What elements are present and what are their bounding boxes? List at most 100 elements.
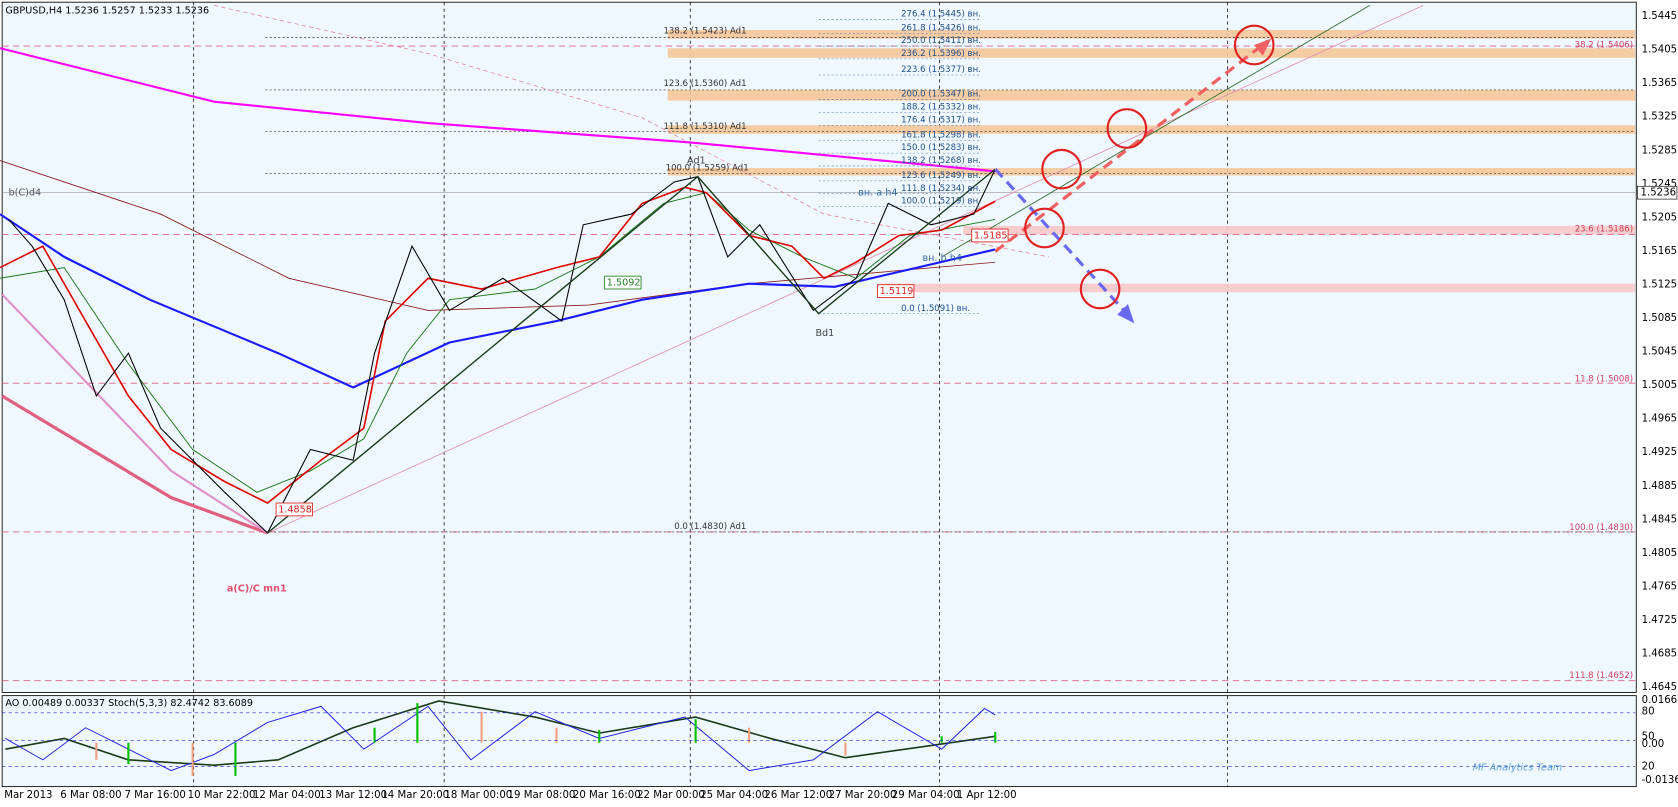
time-label: 25 Mar 04:00 <box>700 790 768 801</box>
fib-ad1: 123.6 (1.5360) Ad1 <box>663 79 746 89</box>
fib-vn: 276.4 (1.5445) вн. <box>901 9 981 19</box>
fib-vn: 161.8 (1.5298) вн. <box>901 130 981 140</box>
indicator-label: 80 <box>1642 707 1655 718</box>
price-label: 1.4845 <box>1642 514 1678 525</box>
price-label: 1.4965 <box>1642 414 1678 425</box>
symbol-info: GBPUSD,H4 1.5236 1.5257 1.5233 1.5236 <box>5 6 209 17</box>
trend-line <box>213 5 1049 258</box>
fib-vn: 100.0 (1.5219) вн. <box>901 197 981 207</box>
fib-ad1: 138.2 (1.5423) Ad1 <box>663 27 746 37</box>
stoch-levels <box>2 712 1636 767</box>
time-label: 7 Mar 16:00 <box>124 790 185 801</box>
fib-vn: 250.0 (1.5411) вн. <box>901 36 981 46</box>
fib-right: 11.8 (1.5008) <box>1575 374 1633 384</box>
price-label: 1.5325 <box>1642 112 1678 123</box>
indicator-label: -0.01365 <box>1642 775 1678 786</box>
fib-vn: 200.0 (1.5347) вн. <box>901 90 981 100</box>
wave-label: вн. b h4 <box>922 253 961 264</box>
time-label: 10 Mar 22:00 <box>188 790 256 801</box>
watermark: MF Analytics Team <box>1473 762 1563 773</box>
price-box-label: 1.5119 <box>880 286 914 297</box>
price-panel <box>1 1 1637 693</box>
fib-right: 111.8 (1.4652) <box>1569 671 1633 681</box>
trend-line <box>267 5 1424 534</box>
price-label: 1.4925 <box>1642 447 1678 458</box>
price-label: 1.5405 <box>1642 45 1678 56</box>
price-label: 1.5245 <box>1642 179 1678 190</box>
price-label: 1.5045 <box>1642 347 1678 358</box>
wave-label: a(C)/C mn1 <box>227 584 287 595</box>
price-label: 1.4765 <box>1642 581 1678 592</box>
time-label: 20 Mar 16:00 <box>573 790 641 801</box>
price-box <box>604 275 642 290</box>
channel-line <box>1 394 269 535</box>
arrow-head <box>1117 303 1135 324</box>
wave-label: b(C)d4 <box>9 188 42 199</box>
zigzag <box>267 168 996 534</box>
time-label: 5 Mar 2013 <box>0 790 53 801</box>
time-label: 19 Mar 08:00 <box>508 790 576 801</box>
fib-ad1: 111.8 (1.5310) Ad1 <box>663 122 746 132</box>
fib-vn: 0.0 (1.5091) вн. <box>901 304 970 314</box>
time-label: 14 Mar 20:00 <box>381 790 449 801</box>
ma-red <box>0 186 996 504</box>
time-label: 1 Apr 12:00 <box>957 790 1017 801</box>
price-label: 1.4645 <box>1642 682 1678 693</box>
price-box <box>877 284 915 298</box>
price-label: 1.4725 <box>1642 615 1678 626</box>
wave-label: Bd1 <box>815 328 834 339</box>
fib-vn: 176.4 (1.5317) вн. <box>901 115 981 125</box>
price-label: 1.5125 <box>1642 279 1678 290</box>
indicator-label: 0.00 <box>1642 739 1665 750</box>
price-label: 1.4885 <box>1642 481 1678 492</box>
fib-vn: 188.2 (1.5332) вн. <box>901 103 981 113</box>
indicator-label: 50 <box>1642 731 1655 742</box>
fib-right: 38.2 (1.5406) <box>1575 40 1633 50</box>
time-label: 22 Mar 00:00 <box>637 790 705 801</box>
price-box-label: 1.5092 <box>607 278 641 289</box>
time-label: 13 Mar 12:00 <box>319 790 387 801</box>
ma-blue <box>0 213 996 389</box>
price-box-label: 1.4858 <box>278 504 312 515</box>
arrow-head <box>1254 38 1272 56</box>
fib-right: 100.0 (1.4830) <box>1569 523 1633 533</box>
ao-histogram <box>127 703 997 776</box>
current-price-box <box>1637 185 1678 200</box>
price-label: 1.4685 <box>1642 649 1678 660</box>
price-label: 1.5005 <box>1642 380 1678 391</box>
price-label: 1.4805 <box>1642 548 1678 559</box>
indicator-panel <box>1 695 1637 788</box>
price-box <box>971 228 1009 243</box>
time-label: 18 Mar 00:00 <box>444 790 512 801</box>
wave-label: вн. a h4 <box>858 188 897 199</box>
time-label: 6 Mar 08:00 <box>60 790 121 801</box>
channel-line <box>1 293 269 534</box>
time-label: 12 Mar 04:00 <box>253 790 321 801</box>
fib-vn: 123.6 (1.5249) вн. <box>901 171 981 181</box>
ma-magenta <box>0 47 996 173</box>
fib-right: 23.6 (1.5186) <box>1575 225 1633 235</box>
fib-vn: 150.0 (1.5283) вн. <box>901 143 981 153</box>
fib-vn: 111.8 (1.5234) вн. <box>901 184 981 194</box>
price-path <box>8 168 996 534</box>
price-label: 1.5165 <box>1642 246 1678 257</box>
indicator-label: 20 <box>1642 761 1655 772</box>
fib-ad1: 0.0 (1.4830) Ad1 <box>674 522 746 532</box>
price-box-label: 1.5185 <box>974 230 1008 241</box>
price-label: 1.5365 <box>1642 78 1678 89</box>
fib-vn: 138.2 (1.5268) вн. <box>901 156 981 166</box>
ma-green <box>0 192 996 493</box>
time-label: 29 Mar 04:00 <box>892 790 960 801</box>
ao-line <box>5 700 996 767</box>
indicator-info: AO 0.00489 0.00337 Stoch(5,3,3) 82.4742 … <box>5 698 253 709</box>
ao-histogram-neg <box>95 711 847 776</box>
wave-label: Ad1 <box>687 156 706 167</box>
ad1-lines <box>265 37 1636 533</box>
trend-line <box>941 5 1371 258</box>
price-label: 1.5205 <box>1642 212 1678 223</box>
time-label: 26 Mar 12:00 <box>764 790 832 801</box>
price-label: 1.5285 <box>1642 145 1678 156</box>
price-box <box>275 502 313 517</box>
